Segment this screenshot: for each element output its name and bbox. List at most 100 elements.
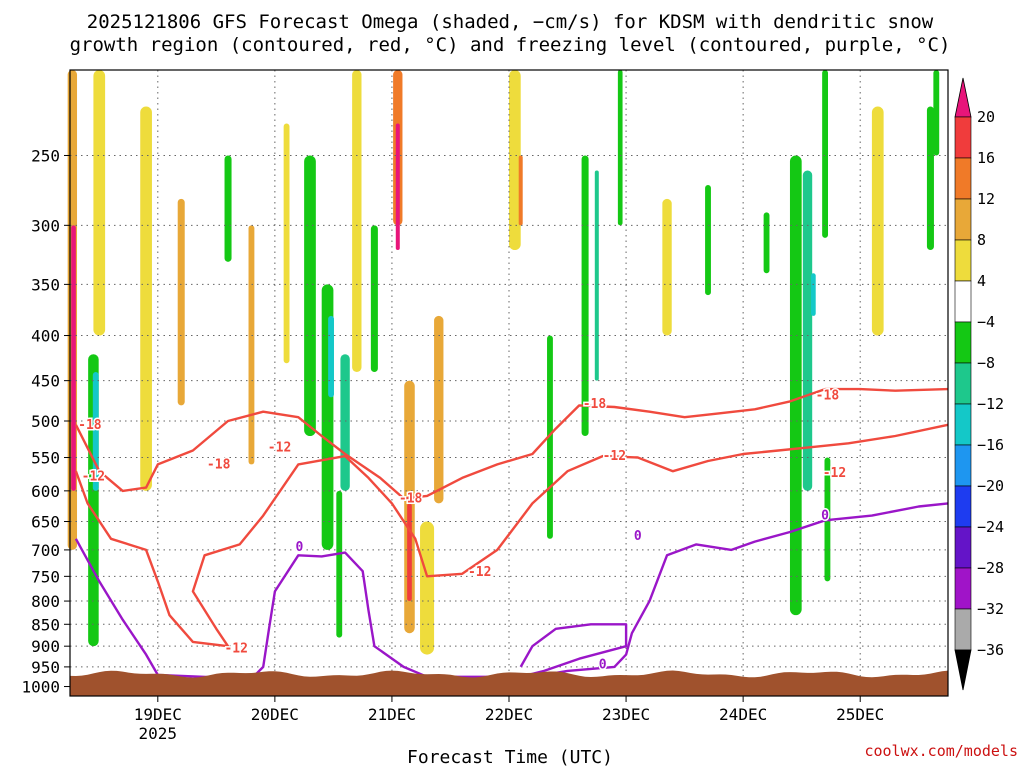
omega-region <box>926 106 934 251</box>
colorbar-label: 8 <box>977 231 986 249</box>
omega-region <box>283 123 290 364</box>
colorbar-label: 16 <box>977 149 995 167</box>
omega-region <box>509 70 521 251</box>
colorbar-label: −20 <box>977 477 1004 495</box>
terrain-fill <box>70 670 948 696</box>
omega-region <box>140 106 152 491</box>
colorbar-segment <box>954 444 972 487</box>
contour-label: 0 <box>599 657 607 672</box>
omega-region <box>71 225 76 491</box>
credit-text: coolwx.com/models <box>864 742 1018 760</box>
pressure-tick-label: 250 <box>31 146 60 165</box>
pressure-tick-label: 550 <box>31 449 60 468</box>
omega-region <box>822 70 829 238</box>
pressure-tick-label: 700 <box>31 541 60 560</box>
omega-region <box>407 503 412 602</box>
dgz-minus-18-contour <box>74 387 949 500</box>
pressure-tick-label: 650 <box>31 513 60 532</box>
colorbar-label: −8 <box>977 354 995 372</box>
colorbar-label: 20 <box>977 108 995 126</box>
omega-shading <box>67 70 940 655</box>
pressure-tick-label: 950 <box>31 658 60 677</box>
colorbar-label: −28 <box>977 559 1004 577</box>
freezing-level-contour-2 <box>519 623 628 678</box>
colorbar-label: 4 <box>977 272 986 290</box>
omega-region <box>434 315 444 504</box>
omega-region <box>802 170 813 491</box>
pressure-tick-label: 300 <box>31 216 60 235</box>
contour-label: -12 <box>224 641 247 656</box>
contour-label: -18 <box>583 397 607 412</box>
omega-region <box>177 198 185 406</box>
colorbar-segment <box>954 567 972 610</box>
colorbar-segment <box>954 157 972 200</box>
time-tick-label: 25DEC <box>836 705 884 724</box>
omega-region <box>328 315 334 398</box>
omega-region <box>352 70 362 373</box>
omega-region <box>617 70 623 226</box>
colorbar-label: −16 <box>977 436 1004 454</box>
omega-region <box>705 184 711 296</box>
colorbar: 20 16 12 8 4 −4 −8 −12 −16 −20 −24 −28 −32 −36 <box>954 77 1004 691</box>
colorbar-segment <box>954 362 972 405</box>
omega-region <box>370 225 378 373</box>
contour-label: -18 <box>399 491 423 506</box>
contour-label: -12 <box>82 470 105 485</box>
omega-region <box>340 354 350 491</box>
terrain <box>70 670 948 696</box>
pressure-tick-label: 350 <box>31 275 60 294</box>
x-axis-title: Forecast Time (UTC) <box>407 747 613 768</box>
contour-label: 0 <box>821 509 829 524</box>
time-tick-label: 23DEC <box>602 705 650 724</box>
colorbar-label: −36 <box>977 641 1004 659</box>
colorbar-segment <box>954 239 972 282</box>
omega-region <box>420 521 435 655</box>
colorbar-segment <box>954 321 972 364</box>
gridlines <box>70 70 948 696</box>
colorbar-label: −32 <box>977 600 1004 618</box>
omega-region <box>662 198 672 336</box>
chart-title-line1: 2025121806 GFS Forecast Omega (shaded, −… <box>87 11 934 33</box>
omega-region <box>336 490 343 638</box>
contour-label: 0 <box>296 540 304 555</box>
omega-region <box>93 70 106 336</box>
omega-region <box>933 70 940 156</box>
time-tick-label: 20DEC <box>251 705 299 724</box>
time-tick-label: 22DEC <box>485 705 533 724</box>
pressure-tick-label: 1000 <box>21 678 60 697</box>
omega-region <box>594 170 599 381</box>
colorbar-segment <box>954 608 972 651</box>
contour-labels: -18 -12 -18 -12 -18 -12 -12 -18 -12 -18 -12 0 0 0 0 <box>77 387 848 674</box>
time-tick-label: 19DEC <box>134 705 182 724</box>
pressure-tick-label: 850 <box>31 615 60 634</box>
pressure-tick-label: 750 <box>31 567 60 586</box>
contour-label: -12 <box>268 441 291 456</box>
dgz-minus-12-contour <box>74 423 949 648</box>
colorbar-label: −24 <box>977 518 1004 536</box>
pressure-tick-label: 450 <box>31 372 60 391</box>
contour-label: -12 <box>468 565 491 580</box>
year-label: 2025 <box>139 724 178 743</box>
contour-label: 0 <box>634 529 642 544</box>
colorbar-bottom-triangle <box>954 649 972 691</box>
colorbar-segment <box>954 198 972 241</box>
colorbar-segment <box>954 403 972 446</box>
pressure-tick-label: 600 <box>31 482 60 501</box>
omega-region <box>871 106 884 336</box>
colorbar-top-triangle <box>954 77 972 118</box>
omega-region <box>395 123 400 251</box>
pressure-tick-label: 900 <box>31 637 60 656</box>
contour-label: -18 <box>816 389 840 404</box>
colorbar-label: −4 <box>977 313 995 331</box>
omega-region <box>581 155 589 437</box>
colorbar-label: −12 <box>977 395 1004 413</box>
colorbar-segment <box>954 280 972 323</box>
contour-label: -12 <box>603 449 626 464</box>
pressure-tick-label: 400 <box>31 327 60 346</box>
pressure-tick-label: 500 <box>31 412 60 431</box>
colorbar-segment <box>954 485 972 528</box>
time-tick-label: 24DEC <box>719 705 767 724</box>
pressure-tick-label: 800 <box>31 592 60 611</box>
